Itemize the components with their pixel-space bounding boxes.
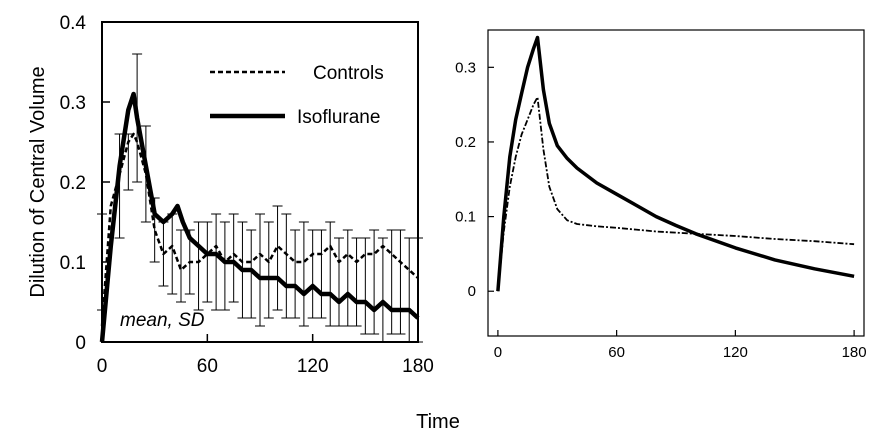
error-bar <box>298 221 309 327</box>
error-bar <box>228 213 239 303</box>
legend-controls-label: Controls <box>313 63 384 84</box>
y-axis-label: Dilution of Central Volume <box>27 66 49 297</box>
error-bar <box>386 229 397 335</box>
controls-series-line <box>100 132 419 327</box>
left-legend: Controls Isoflurane <box>210 63 384 128</box>
error-bar <box>281 213 292 319</box>
right-solid-series-line <box>496 35 855 292</box>
error-bar <box>219 221 230 311</box>
left-error-bars <box>97 53 423 343</box>
left-axis-ticks: 0 60 120 180 0 0.1 0.2 0.3 0.4 <box>60 13 434 377</box>
right-ytick-label: 0 <box>468 283 476 300</box>
error-bar <box>167 213 178 295</box>
error-bar <box>316 229 327 319</box>
error-bar <box>351 237 362 327</box>
left-xtick-label: 60 <box>197 356 218 377</box>
error-bar <box>404 237 415 343</box>
isoflurane-series-line <box>99 91 420 343</box>
error-bar <box>290 229 301 319</box>
error-bar <box>395 229 406 335</box>
error-bar <box>369 229 380 335</box>
error-bar <box>202 221 213 303</box>
error-bar <box>334 237 344 327</box>
legend-isoflurane-label: Isoflurane <box>297 107 380 128</box>
right-dashdot-series-line <box>497 96 855 292</box>
left-ytick-label: 0.1 <box>60 253 86 274</box>
error-bar <box>413 237 423 343</box>
left-ytick-label: 0.4 <box>60 13 87 34</box>
error-bar <box>263 221 274 319</box>
mean-sd-annotation: mean, SD <box>120 310 205 331</box>
error-bar <box>272 205 283 311</box>
error-bar <box>193 221 204 311</box>
right-ytick-label: 0.2 <box>455 134 476 151</box>
x-axis-label: Time <box>416 411 460 433</box>
left-xtick-label: 0 <box>97 356 108 377</box>
left-xtick-label: 120 <box>297 356 329 377</box>
error-bar <box>360 237 371 335</box>
error-bar <box>342 229 353 327</box>
left-series-lines <box>99 91 420 343</box>
right-axis-ticks: 0 60 120 180 0 0.1 0.2 0.3 <box>455 59 866 361</box>
error-bar <box>211 213 222 311</box>
right-ytick-label: 0.1 <box>455 209 476 226</box>
error-bar <box>377 237 388 343</box>
right-xtick-label: 180 <box>842 344 867 361</box>
right-plot-frame <box>487 29 865 337</box>
right-chart: 0 60 120 180 0 0.1 0.2 0.3 <box>455 29 867 361</box>
error-bar <box>255 213 265 327</box>
left-ytick-label: 0.2 <box>60 173 86 194</box>
error-bar <box>246 229 257 319</box>
right-xtick-label: 0 <box>494 344 502 361</box>
error-bar <box>325 221 336 327</box>
left-xtick-label: 180 <box>402 356 434 377</box>
left-ytick-label: 0 <box>75 333 86 354</box>
left-ytick-label: 0.3 <box>60 93 86 114</box>
right-series-lines <box>496 35 855 292</box>
error-bar <box>307 229 318 319</box>
left-chart: 0 60 120 180 0 0.1 0.2 0.3 0.4 Controls Isoflura… <box>27 13 434 377</box>
right-xtick-label: 120 <box>723 344 748 361</box>
right-xtick-label: 60 <box>608 344 625 361</box>
right-ytick-label: 0.3 <box>455 59 476 76</box>
